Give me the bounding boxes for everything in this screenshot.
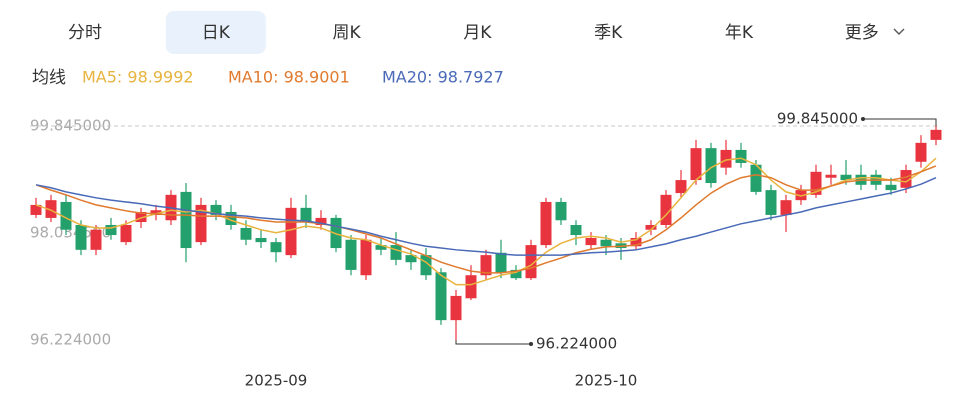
x-tick-label: 2025-10 xyxy=(575,372,638,390)
tab[interactable]: 分时 xyxy=(68,23,102,43)
candle-body xyxy=(180,191,192,249)
max-pointer xyxy=(863,118,937,126)
candle-body xyxy=(105,224,117,236)
candle-body xyxy=(900,170,912,188)
min-pointer-dot xyxy=(529,342,533,346)
legend-entry: MA20: 98.7927 xyxy=(382,68,504,87)
candle-body xyxy=(465,275,477,299)
ma-title: 均线 xyxy=(32,68,66,88)
candle-body xyxy=(930,129,942,140)
candle-body xyxy=(270,242,282,253)
candle-body xyxy=(705,148,717,184)
ma-line xyxy=(35,157,937,286)
candle-body xyxy=(915,142,927,162)
x-tick-label: 2025-09 xyxy=(245,372,308,390)
legend-entry: MA10: 98.9001 xyxy=(228,68,350,87)
candle-body xyxy=(525,245,537,279)
candle-body xyxy=(360,239,372,276)
candle-body xyxy=(630,237,642,247)
ma-line xyxy=(35,165,937,274)
more-chevron[interactable] xyxy=(893,28,905,35)
candle-body xyxy=(510,269,522,279)
tab[interactable]: 月K xyxy=(463,23,492,43)
candle-body xyxy=(315,217,327,225)
tab[interactable]: 日K xyxy=(202,23,231,43)
candle-body xyxy=(195,204,207,243)
candle-body xyxy=(765,190,777,215)
candle-body xyxy=(75,224,87,250)
candle-body xyxy=(255,237,267,243)
candle-body xyxy=(345,239,357,270)
candle-body xyxy=(240,227,252,240)
candle-body xyxy=(225,211,237,225)
legend-entry: MA5: 98.9992 xyxy=(82,68,194,87)
candle-body xyxy=(660,194,672,225)
candle-body xyxy=(210,204,222,215)
candle-body xyxy=(645,224,657,230)
max-pointer-dot xyxy=(861,117,865,121)
candle-body xyxy=(435,272,447,321)
candle-body xyxy=(300,207,312,223)
candle-body xyxy=(480,255,492,276)
candle-body xyxy=(690,148,702,181)
candle-body xyxy=(750,164,762,192)
tab[interactable]: 年K xyxy=(725,23,754,43)
candle-body xyxy=(45,200,57,218)
ma-line xyxy=(35,177,937,256)
candle-body xyxy=(795,190,807,201)
min-pointer xyxy=(455,340,531,345)
candle-body xyxy=(810,171,822,195)
candle-body xyxy=(450,295,462,321)
y-tick-label: 99.845000 xyxy=(30,117,111,135)
min-label: 96.224000 xyxy=(536,335,617,353)
tab[interactable]: 季K xyxy=(594,23,623,43)
tab[interactable]: 周K xyxy=(333,23,362,43)
candle-body xyxy=(405,255,417,263)
candle-body xyxy=(30,204,42,215)
candle-body xyxy=(150,210,162,215)
y-tick-label: 96.224000 xyxy=(30,331,111,349)
candle-body xyxy=(420,255,432,276)
candle-body xyxy=(780,200,792,215)
candle-body xyxy=(825,174,837,178)
candle-body xyxy=(885,184,897,191)
candle-body xyxy=(540,201,552,246)
candle-body xyxy=(840,174,852,181)
candle-body xyxy=(330,217,342,249)
candle-body xyxy=(570,224,582,236)
candle-body xyxy=(90,229,102,250)
candle-body xyxy=(675,180,687,194)
max-label: 99.845000 xyxy=(777,110,858,128)
candle-body xyxy=(135,211,147,223)
candle-body xyxy=(285,207,297,256)
candle-body xyxy=(720,149,732,168)
candle-body xyxy=(495,252,507,273)
candle-body xyxy=(60,201,72,230)
candle-body xyxy=(390,245,402,260)
candle-body xyxy=(585,237,597,246)
candle-body xyxy=(120,224,132,243)
candle-body xyxy=(735,149,747,163)
candle-body xyxy=(555,201,567,221)
candle-body xyxy=(375,245,387,250)
tab[interactable]: 更多 xyxy=(845,23,879,43)
active-tab-bg xyxy=(165,11,266,54)
candle-body xyxy=(600,239,612,247)
